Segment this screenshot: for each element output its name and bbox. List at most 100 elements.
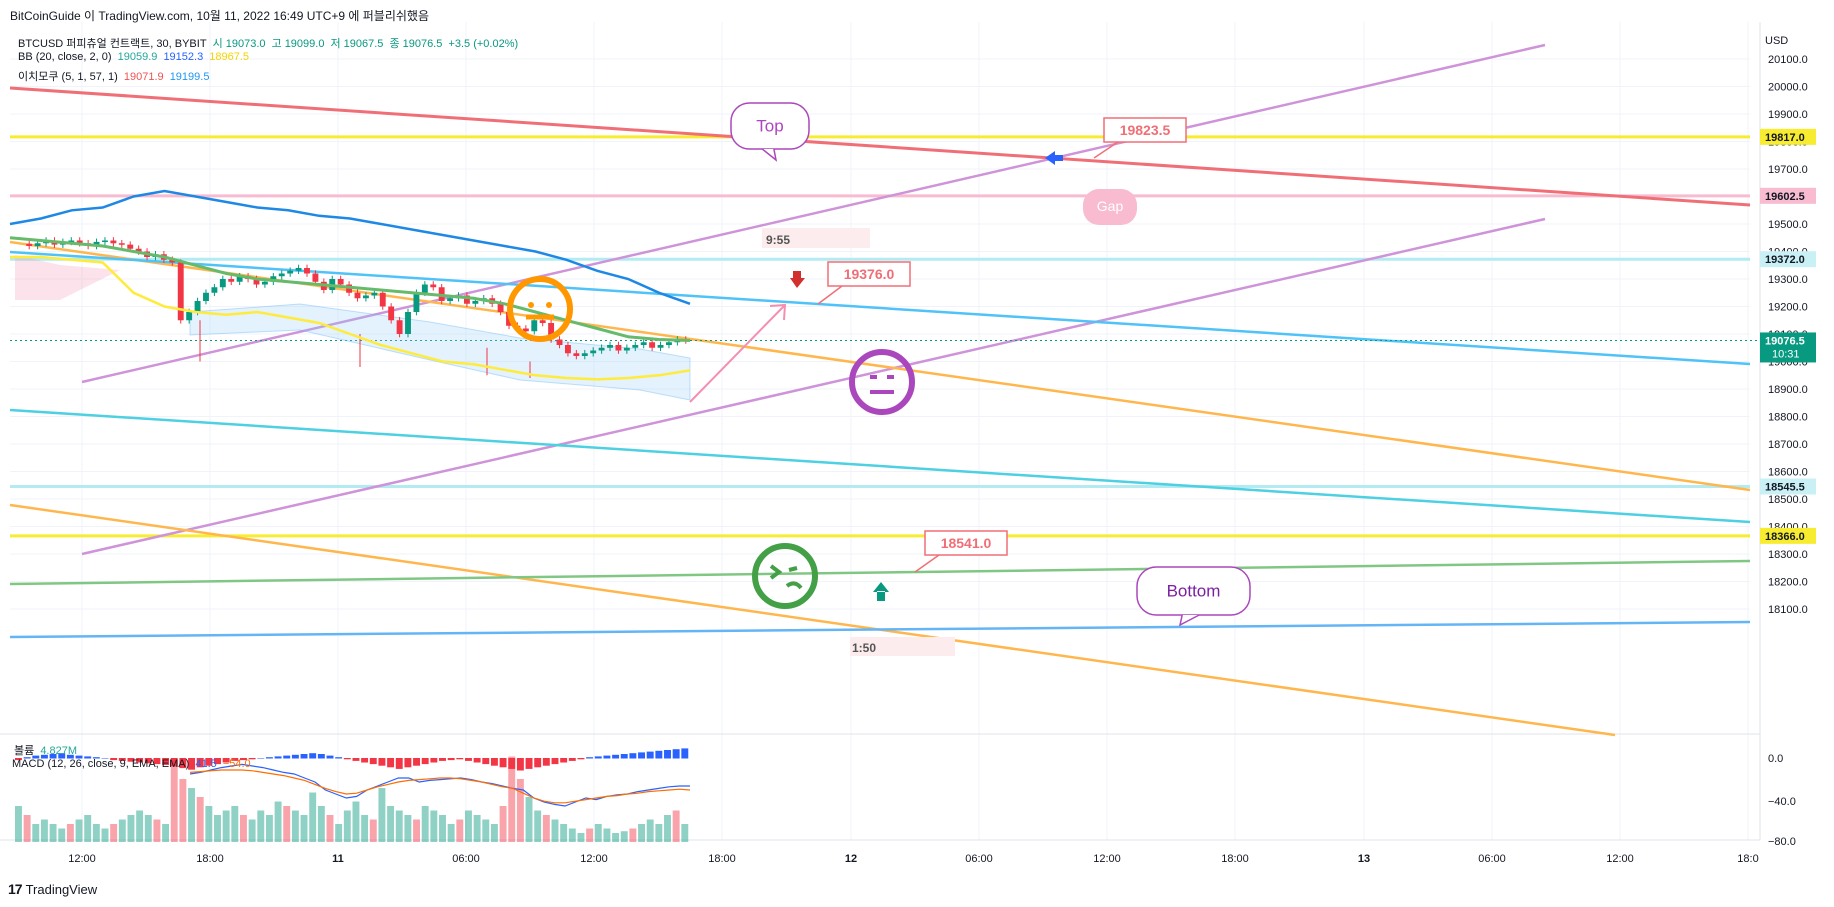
volume-bar: [196, 797, 204, 842]
macd-histogram-bar: [369, 758, 377, 765]
candle-body: [531, 320, 538, 332]
volume-bar: [499, 806, 507, 842]
time-range-box-2: [850, 637, 955, 656]
ichimoku-legend[interactable]: 이치모쿠 (5, 1, 57, 1) 19071.9 19199.5: [18, 68, 212, 84]
price-axis-tick: 18300.0: [1768, 549, 1808, 561]
publish-line: BitCoinGuide 이 TradingView.com, 10월 11, …: [10, 9, 429, 23]
symbol-title[interactable]: BTCUSD 퍼피츄얼 컨트랙트, 30, BYBIT: [18, 38, 207, 50]
volume-bar: [170, 761, 178, 842]
price-axis-tick: 19700.0: [1768, 164, 1808, 176]
macd-histogram-bar: [378, 758, 386, 766]
price-note-18541-label: 18541.0: [941, 535, 992, 551]
bb-label: BB (20, close, 2, 0): [18, 51, 112, 63]
ichimoku-value-2: 19199.5: [169, 71, 210, 83]
left-arrow-icon: [1045, 151, 1063, 165]
price-tag-label: 19076.5: [1765, 335, 1805, 347]
candle-body: [405, 312, 411, 334]
volume-bar: [110, 824, 118, 842]
macd-legend[interactable]: MACD (12, 26, close, 9, EMA, EMA) 41.5 −…: [12, 758, 254, 770]
chart-grid: [0, 22, 1761, 841]
volume-bar: [300, 815, 308, 842]
volume-bar: [508, 756, 516, 842]
volume-bar: [369, 819, 377, 842]
candle-body: [615, 345, 622, 351]
candle-body: [93, 241, 100, 246]
volume-bar: [205, 806, 213, 842]
ohlc-high-label: 고: [271, 38, 282, 50]
price-note-19376-pointer: [817, 285, 843, 305]
ichimoku-value-1: 19071.9: [123, 71, 164, 83]
time-range-label-2: 1:50: [852, 641, 876, 655]
price-tag-bg: [1760, 332, 1816, 363]
volume-bar: [75, 819, 83, 842]
volume-bar: [672, 810, 680, 842]
candle-body: [564, 345, 571, 354]
macd-histogram-bar: [309, 753, 317, 759]
candle-body: [186, 312, 193, 321]
price-tag-label: 19372.0: [1765, 254, 1805, 266]
up-arrow-icon: [873, 582, 889, 601]
candle-body: [666, 342, 672, 345]
macd-histogram-bar: [534, 758, 542, 768]
ichimoku-cloud: [189, 303, 691, 401]
macd-histogram-bar: [413, 758, 420, 766]
bb-upper-value: 19152.3: [163, 51, 204, 63]
price-axis-tick: 18800.0: [1768, 412, 1808, 424]
candle-body: [76, 240, 83, 244]
candle-body: [581, 353, 588, 356]
price-axis-currency: USD: [1765, 35, 1788, 47]
candle-body: [68, 240, 75, 242]
time-range-box-1: [762, 228, 870, 248]
time-axis-tick: 06:00: [965, 853, 993, 865]
volume-bar: [144, 815, 152, 842]
macd-axis-tick: −80.0: [1768, 836, 1796, 848]
trendline-green: [9, 559, 1751, 586]
volume-bar: [421, 806, 429, 842]
macd-histogram-bar: [291, 754, 299, 759]
volume-bar: [681, 824, 689, 842]
tradingview-brand[interactable]: 17 TradingView: [8, 881, 97, 897]
macd-histogram-bar: [101, 758, 109, 759]
chart-series: [9, 189, 691, 401]
price-axis-tick: 18500.0: [1768, 494, 1808, 506]
volume-bar: [32, 824, 40, 842]
candle-body: [413, 292, 420, 312]
volume-bar: [638, 824, 645, 842]
price-axis-tick: 19900.0: [1768, 109, 1808, 121]
volume-bar: [655, 824, 663, 842]
candle-body: [295, 268, 302, 271]
macd-histogram-bar: [681, 748, 689, 759]
volume-bar: [577, 833, 585, 842]
volume-bar: [23, 815, 31, 842]
macd-histogram-bar: [672, 749, 680, 759]
neutral-face-icon: [849, 349, 915, 415]
volume-bar: [439, 815, 446, 842]
candle-body: [169, 259, 176, 263]
candle-body: [607, 345, 613, 348]
symbol-legend[interactable]: BTCUSD 퍼피츄얼 컨트랙트, 30, BYBIT 시 19073.0 고 19…: [18, 35, 521, 51]
candle-body: [219, 279, 226, 288]
volume-bar: [664, 815, 671, 842]
macd-histogram-bar: [508, 758, 516, 769]
ohlc-change: +3.5 (+0.02%): [448, 38, 519, 50]
macd-histogram-bar: [58, 753, 66, 759]
price-note-19823-box: [1103, 117, 1187, 143]
candle-body: [337, 279, 344, 285]
volume-bar: [525, 797, 533, 842]
volume-legend[interactable]: 볼륨 4.827M: [14, 742, 80, 758]
volume-bar: [92, 824, 100, 842]
price-tag-countdown: 10:31: [1772, 348, 1800, 360]
chart-axes: USD20100.020000.019900.019800.019700.019…: [68, 35, 1816, 865]
macd-histogram-bar: [568, 758, 576, 761]
macd-label: MACD (12, 26, close, 9, EMA, EMA): [12, 758, 190, 770]
volume-bar: [231, 806, 239, 842]
bb-basis-value: 19059.9: [117, 51, 158, 63]
macd-histogram-bar: [118, 758, 126, 761]
trendline-blue: [9, 620, 1751, 639]
macd-histogram-bar: [136, 758, 144, 763]
macd-histogram-bar: [127, 758, 135, 762]
price-axis-tick: 18200.0: [1768, 577, 1808, 589]
macd-histogram-bar: [84, 756, 92, 759]
bb-legend[interactable]: BB (20, close, 2, 0) 19059.9 19152.3 189…: [18, 51, 252, 63]
